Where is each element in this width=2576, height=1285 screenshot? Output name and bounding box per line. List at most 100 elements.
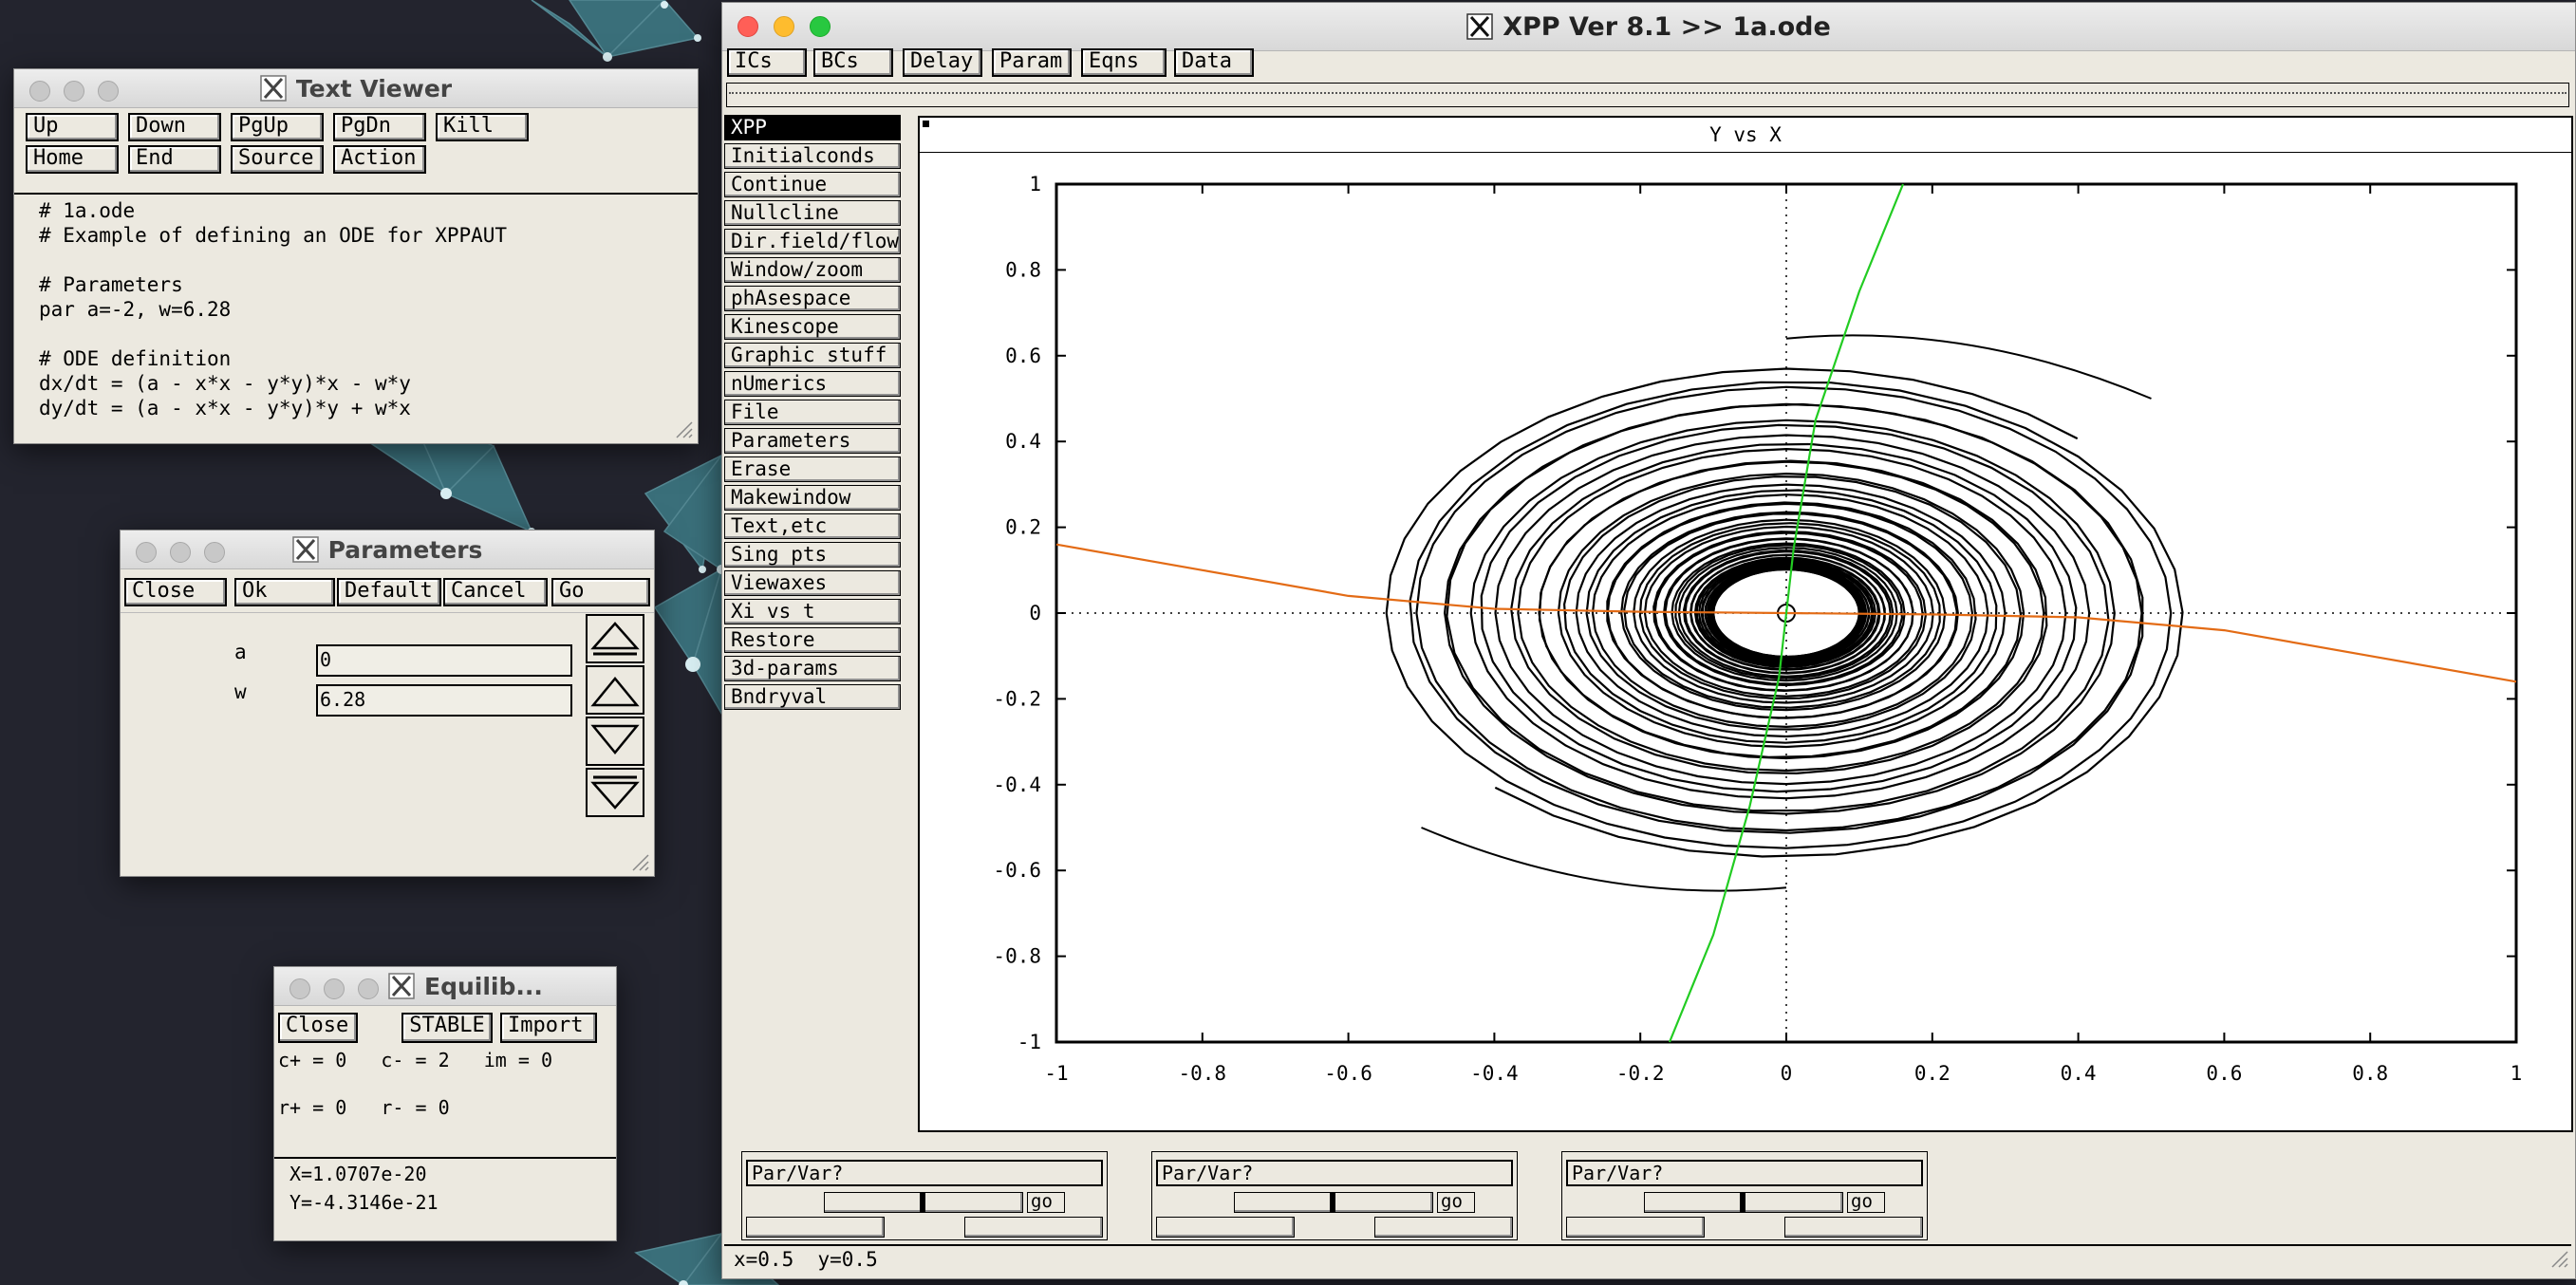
slider-low-field[interactable] <box>1156 1217 1295 1238</box>
zoom-window-button[interactable] <box>204 542 225 563</box>
slider-thumb[interactable] <box>920 1193 925 1212</box>
slider-go-button[interactable]: go <box>1027 1192 1065 1213</box>
pgdn-button[interactable]: PgDn <box>333 113 426 141</box>
xpp-title-bar[interactable]: XPP Ver 8.1 >> 1a.ode <box>722 3 2575 51</box>
real-eigen-counts: r+ = 0 r- = 0 <box>278 1096 450 1119</box>
x-tick-label: -0.2 <box>1616 1062 1665 1085</box>
source-text-area[interactable]: # 1a.ode # Example of defining an ODE for… <box>14 193 698 443</box>
text-viewer-title: Text Viewer <box>295 74 453 102</box>
close-window-button[interactable] <box>29 81 50 102</box>
param-button[interactable]: Param <box>992 48 1072 77</box>
data-button[interactable]: Data <box>1174 48 1254 77</box>
zoom-window-button[interactable] <box>98 81 119 102</box>
slider-low-field[interactable] <box>1566 1217 1705 1238</box>
default-button[interactable]: Default <box>337 578 441 606</box>
close-window-button[interactable] <box>289 978 310 999</box>
bcs-button[interactable]: BCs <box>813 48 893 77</box>
minimize-window-button[interactable] <box>774 16 794 37</box>
slider-track[interactable] <box>1644 1192 1843 1213</box>
home-button[interactable]: Home <box>26 145 119 174</box>
text-viewer-title-bar[interactable]: Text Viewer <box>14 69 698 108</box>
slider-high-field[interactable] <box>1374 1217 1513 1238</box>
cancel-button[interactable]: Cancel <box>443 578 548 606</box>
slider-thumb[interactable] <box>1740 1193 1745 1212</box>
source-line: dx/dt = (a - x*x - y*y)*x - w*y <box>39 372 411 395</box>
up-button[interactable]: Up <box>26 113 119 141</box>
zoom-window-button[interactable] <box>358 978 379 999</box>
menu-item-xi-vs-t[interactable]: Xi vs t <box>724 599 901 624</box>
scroll-up-icon[interactable] <box>586 665 644 715</box>
stable-button[interactable]: STABLE <box>401 1013 493 1043</box>
resize-grip-icon[interactable] <box>673 419 694 439</box>
param-a-input[interactable]: 0 <box>316 644 572 677</box>
source-button[interactable]: Source <box>231 145 324 174</box>
zoom-window-button[interactable] <box>810 16 831 37</box>
command-line-input[interactable] <box>726 83 2569 107</box>
parameters-title-bar[interactable]: Parameters <box>121 531 654 569</box>
import-button[interactable]: Import <box>500 1013 597 1043</box>
ics-button[interactable]: ICs <box>727 48 807 77</box>
menu-item-dir-field-flow[interactable]: Dir.field/flow <box>724 229 901 254</box>
minimize-window-button[interactable] <box>64 81 84 102</box>
source-line: # Example of defining an ODE for XPPAUT <box>39 224 508 247</box>
close-window-button[interactable] <box>136 542 157 563</box>
slider-go-button[interactable]: go <box>1847 1192 1885 1213</box>
menu-item-bndryval[interactable]: Bndryval <box>724 684 901 710</box>
menu-item-window-zoom[interactable]: Window/zoom <box>724 257 901 283</box>
scroll-top-icon[interactable] <box>586 614 644 663</box>
menu-item-makewindow[interactable]: Makewindow <box>724 485 901 511</box>
menu-item-sing-pts[interactable]: Sing pts <box>724 542 901 568</box>
menu-item-erase[interactable]: Erase <box>724 456 901 482</box>
minimize-window-button[interactable] <box>170 542 191 563</box>
menu-item-3d-params[interactable]: 3d-params <box>724 656 901 681</box>
menu-item-file[interactable]: File <box>724 400 901 425</box>
menu-item-restore[interactable]: Restore <box>724 627 901 653</box>
x-tick-label: -1 <box>1044 1062 1068 1085</box>
slider-low-field[interactable] <box>746 1217 885 1238</box>
graph-window[interactable]: Y vs X -1 -0.8 -0.6 -0.4 -0.2 0 0.2 0.4 0.6 0.8 1 1… <box>918 116 2573 1132</box>
equilibrium-window: Equilib... Close STABLE Import c+ = 0 c-… <box>273 966 617 1241</box>
menu-item-initialconds[interactable]: Initialconds <box>724 143 901 169</box>
minimize-window-button[interactable] <box>324 978 345 999</box>
resize-grip-icon[interactable] <box>2548 1248 2569 1269</box>
menu-item-parameters[interactable]: Parameters <box>724 428 901 454</box>
end-button[interactable]: End <box>128 145 221 174</box>
go-button[interactable]: Go <box>551 578 650 606</box>
param-w-input[interactable]: 6.28 <box>316 684 572 717</box>
ok-button[interactable]: Ok <box>234 578 335 606</box>
menu-item-xpp[interactable]: XPP <box>724 115 901 140</box>
menu-item-nullcline[interactable]: Nullcline <box>724 200 901 226</box>
down-button[interactable]: Down <box>128 113 221 141</box>
menu-item-text-etc[interactable]: Text,etc <box>724 513 901 539</box>
close-button[interactable]: Close <box>278 1013 358 1043</box>
equilibrium-title-bar[interactable]: Equilib... <box>274 967 616 1006</box>
xpp-main-window: XPP Ver 8.1 >> 1a.ode ICs BCs Delay Para… <box>721 2 2576 1279</box>
eqns-button[interactable]: Eqns <box>1081 48 1167 77</box>
menu-item-phasespace[interactable]: phAsespace <box>724 286 901 311</box>
scroll-down-icon[interactable] <box>586 717 644 766</box>
par-var-input[interactable]: Par/Var? <box>746 1160 1103 1186</box>
scroll-bottom-icon[interactable] <box>586 768 644 817</box>
slider-track[interactable] <box>1234 1192 1433 1213</box>
menu-item-kinescope[interactable]: Kinescope <box>724 314 901 340</box>
par-var-input[interactable]: Par/Var? <box>1156 1160 1513 1186</box>
x11-logo-icon <box>388 973 415 999</box>
delay-button[interactable]: Delay <box>903 48 982 77</box>
close-button[interactable]: Close <box>124 578 227 606</box>
menu-item-continue[interactable]: Continue <box>724 172 901 197</box>
slider-thumb[interactable] <box>1330 1193 1335 1212</box>
par-var-input[interactable]: Par/Var? <box>1566 1160 1923 1186</box>
resize-grip-icon[interactable] <box>629 851 650 872</box>
slider-high-field[interactable] <box>1784 1217 1923 1238</box>
kill-button[interactable]: Kill <box>436 113 529 141</box>
action-button[interactable]: Action <box>333 145 426 174</box>
pgup-button[interactable]: PgUp <box>231 113 324 141</box>
slider-high-field[interactable] <box>964 1217 1103 1238</box>
slider-go-button[interactable]: go <box>1437 1192 1475 1213</box>
menu-item-graphic-stuff[interactable]: Graphic stuff <box>724 343 901 368</box>
y-nullcline <box>1668 183 1905 1043</box>
slider-track[interactable] <box>824 1192 1023 1213</box>
close-window-button[interactable] <box>737 16 758 37</box>
menu-item-viewaxes[interactable]: Viewaxes <box>724 570 901 596</box>
menu-item-numerics[interactable]: nUmerics <box>724 371 901 397</box>
